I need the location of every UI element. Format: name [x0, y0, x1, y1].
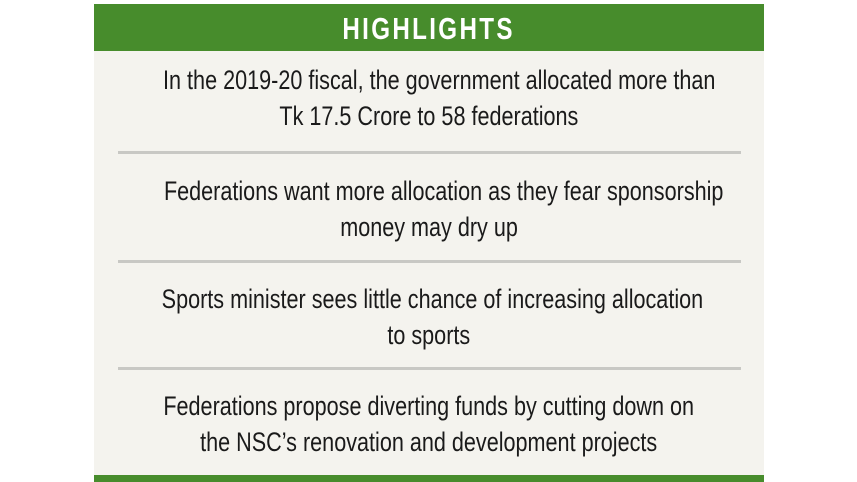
- highlight-item-4: Federations propose diverting funds by c…: [94, 388, 764, 460]
- highlights-title: HIGHLIGHTS: [342, 10, 516, 46]
- highlight-item-1-line-2: Tk 17.5 Crore to 58 federations: [279, 101, 579, 131]
- highlight-item-2-line-2: money may dry up: [340, 212, 518, 242]
- highlight-item-3: Sports minister sees little chance of in…: [94, 281, 764, 353]
- highlights-box: HIGHLIGHTS In the 2019-20 fiscal, the go…: [94, 4, 764, 482]
- divider: [118, 151, 741, 154]
- highlight-item-1-line-1: In the 2019-20 fiscal, the government al…: [163, 65, 716, 95]
- highlights-header: HIGHLIGHTS: [94, 4, 764, 51]
- highlight-item-3-line-1: Sports minister sees little chance of in…: [161, 284, 704, 314]
- highlight-item-4-line-1: Federations propose diverting funds by c…: [163, 391, 695, 421]
- highlight-item-1: In the 2019-20 fiscal, the government al…: [94, 62, 764, 134]
- highlight-item-2: Federations want more allocation as they…: [94, 173, 764, 245]
- divider: [118, 367, 741, 370]
- highlight-item-2-line-1: Federations want more allocation as they…: [163, 176, 724, 206]
- highlight-item-3-line-2: to sports: [387, 320, 471, 350]
- footer-bar: [94, 475, 764, 482]
- highlight-item-4-line-2: the NSC’s renovation and development pro…: [200, 427, 658, 457]
- divider: [118, 260, 741, 263]
